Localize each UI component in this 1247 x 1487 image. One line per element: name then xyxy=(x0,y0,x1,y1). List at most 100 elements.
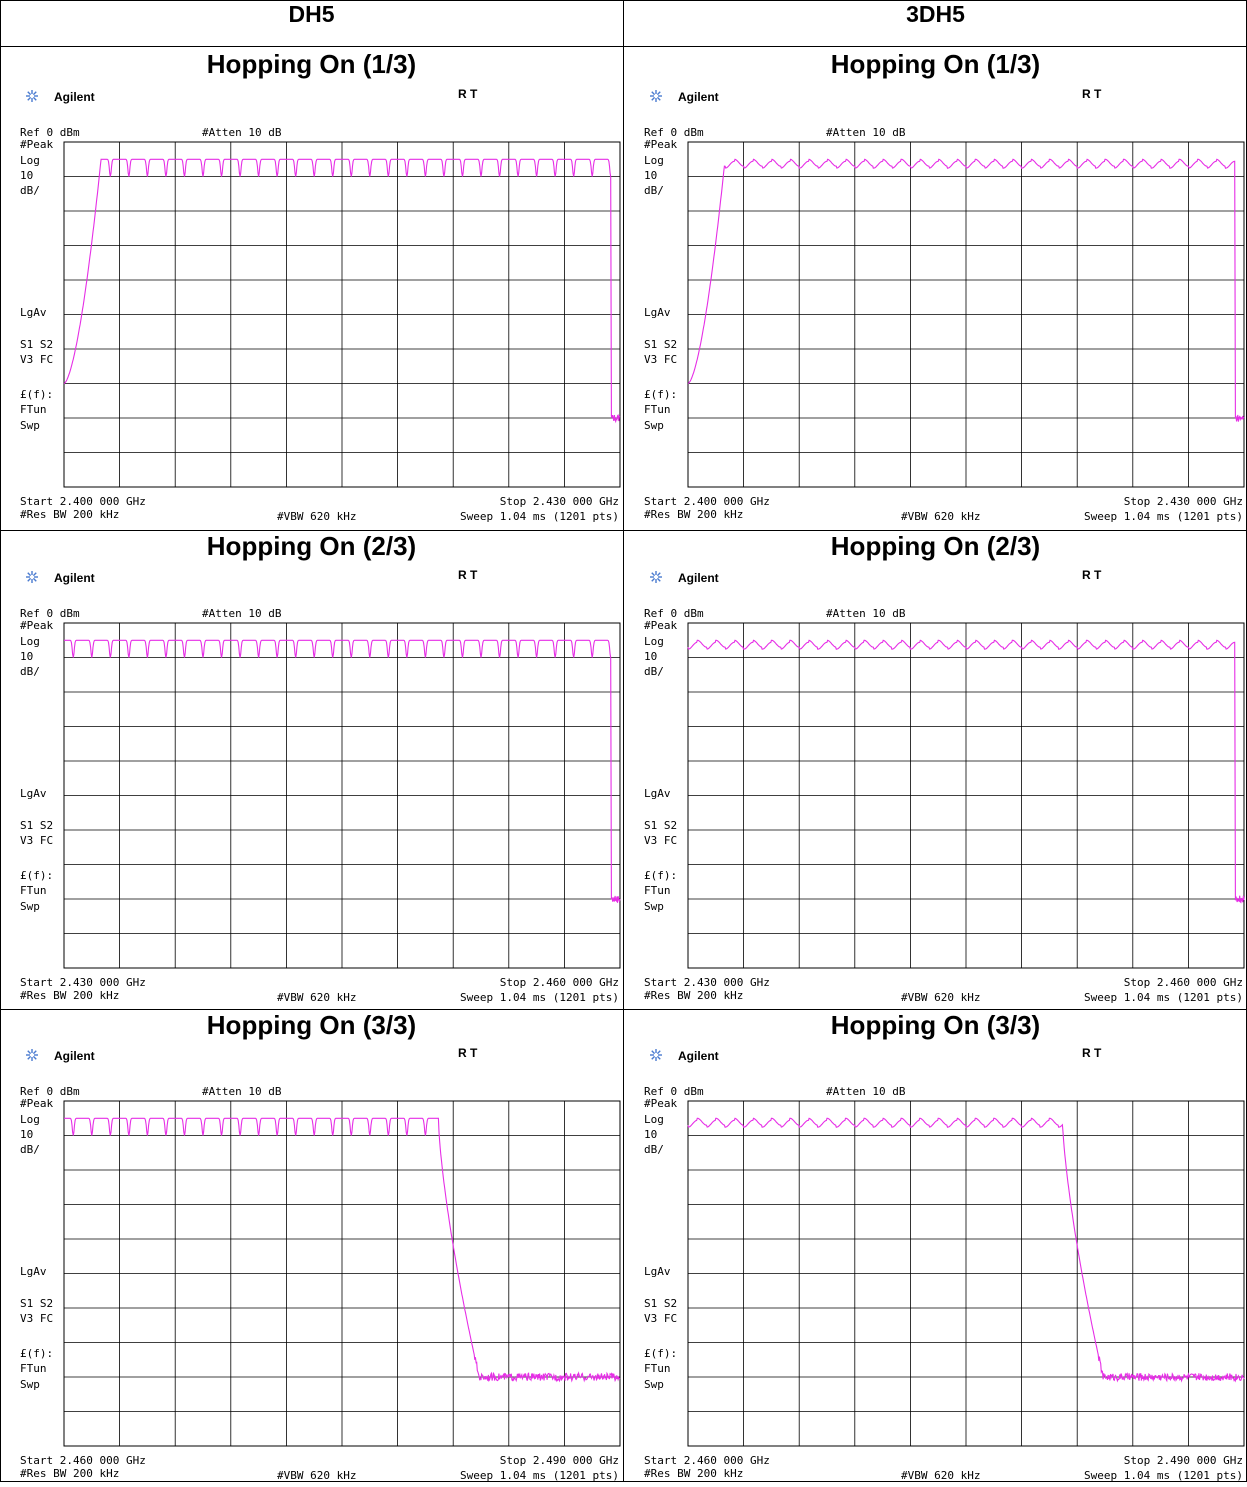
spectrum-trace xyxy=(63,158,621,424)
scale-type-label: Log xyxy=(644,635,664,648)
spectrum-plot: Agilent R T Ref 0 dBm #Atten 10 dB #Peak Log 1… xyxy=(644,87,1245,523)
analyzer-panel-3-3dh5: Agilent R T Ref 0 dBm #Atten 10 dB #Peak Log 1… xyxy=(626,1041,1245,1487)
column-header-dh5: DH5 xyxy=(288,1,335,27)
attenuation-label: #Atten 10 dB xyxy=(202,607,282,620)
video-bandwidth-label: #VBW 620 kHz xyxy=(901,991,980,1004)
s1-s2-label: S1 S2 xyxy=(644,338,677,351)
detector-label: #Peak xyxy=(20,619,53,632)
graticule xyxy=(687,622,1245,969)
row-title-3-3dh5: Hopping On (3/3) xyxy=(830,1010,1041,1040)
agilent-logo-icon xyxy=(650,90,662,102)
spectrum-trace xyxy=(687,639,1245,904)
resolution-bandwidth-label: #Res BW 200 kHz xyxy=(644,508,743,521)
spectrum-trace xyxy=(687,1117,1245,1383)
scale-type-label: Log xyxy=(644,154,664,167)
row-title-2-dh5: Hopping On (2/3) xyxy=(206,531,417,561)
detector-label: #Peak xyxy=(644,1097,677,1110)
ftun-label: FTun xyxy=(644,403,671,416)
graticule xyxy=(63,622,621,969)
column-header-3dh5: 3DH5 xyxy=(906,1,965,27)
sweep-time-label: Sweep 1.04 ms (1201 pts) xyxy=(1084,991,1243,1004)
row-title-1-dh5: Hopping On (1/3) xyxy=(206,49,417,79)
status-indicator: R T xyxy=(458,87,478,101)
ref-level-label: Ref 0 dBm xyxy=(20,607,80,620)
sweep-time-label: Sweep 1.04 ms (1201 pts) xyxy=(1084,1469,1243,1482)
agilent-logo-icon xyxy=(26,90,38,102)
scale-unit-label: dB/ xyxy=(644,1143,664,1156)
ef-label: £(f): xyxy=(20,869,53,882)
ef-label: £(f): xyxy=(644,869,677,882)
ref-level-label: Ref 0 dBm xyxy=(644,1085,704,1098)
resolution-bandwidth-label: #Res BW 200 kHz xyxy=(20,508,119,521)
resolution-bandwidth-label: #Res BW 200 kHz xyxy=(20,989,119,1002)
stop-frequency-label: Stop 2.430 000 GHz xyxy=(1124,495,1243,508)
video-bandwidth-label: #VBW 620 kHz xyxy=(901,1469,980,1482)
status-indicator: R T xyxy=(1082,568,1102,582)
status-indicator: R T xyxy=(1082,87,1102,101)
average-label: LgAv xyxy=(20,1265,47,1278)
sweep-mode-label: Swp xyxy=(20,900,40,913)
analyzer-panel-1-3dh5: Agilent R T Ref 0 dBm #Atten 10 dB #Peak Log 1… xyxy=(626,82,1245,528)
attenuation-label: #Atten 10 dB xyxy=(826,126,906,139)
brand-label: Agilent xyxy=(54,571,95,585)
analyzer-panel-1-dh5: Agilent R T Ref 0 dBm #Atten 10 dB #Peak Log 1… xyxy=(2,82,621,528)
brand-label: Agilent xyxy=(678,90,719,104)
sweep-mode-label: Swp xyxy=(644,419,664,432)
spectrum-plot: Agilent R T Ref 0 dBm #Atten 10 dB #Peak Log 1… xyxy=(644,568,1245,1004)
resolution-bandwidth-label: #Res BW 200 kHz xyxy=(644,989,743,1002)
row-title-1-3dh5: Hopping On (1/3) xyxy=(830,49,1041,79)
video-bandwidth-label: #VBW 620 kHz xyxy=(277,1469,356,1482)
sweep-mode-label: Swp xyxy=(644,1378,664,1391)
row-title-3-dh5: Hopping On (3/3) xyxy=(206,1010,417,1040)
brand-label: Agilent xyxy=(54,90,95,104)
attenuation-label: #Atten 10 dB xyxy=(202,126,282,139)
v3-fc-label: V3 FC xyxy=(644,353,677,366)
spectrum-trace xyxy=(687,158,1245,422)
ref-level-label: Ref 0 dBm xyxy=(20,1085,80,1098)
scale-type-label: Log xyxy=(644,1113,664,1126)
ef-label: £(f): xyxy=(644,388,677,401)
spectrum-plot: Agilent R T Ref 0 dBm #Atten 10 dB #Peak Log 1… xyxy=(644,1046,1245,1482)
s1-s2-label: S1 S2 xyxy=(20,338,53,351)
stop-frequency-label: Stop 2.460 000 GHz xyxy=(1124,976,1243,989)
scale-unit-label: dB/ xyxy=(644,665,664,678)
attenuation-label: #Atten 10 dB xyxy=(826,1085,906,1098)
stop-frequency-label: Stop 2.460 000 GHz xyxy=(500,976,619,989)
status-indicator: R T xyxy=(458,1046,478,1060)
ref-level-label: Ref 0 dBm xyxy=(20,126,80,139)
ef-label: £(f): xyxy=(20,388,53,401)
graticule xyxy=(687,1100,1245,1447)
sweep-mode-label: Swp xyxy=(20,419,40,432)
spectrum-trace xyxy=(64,1117,621,1383)
sweep-time-label: Sweep 1.04 ms (1201 pts) xyxy=(460,510,619,523)
scale-value-label: 10 xyxy=(644,650,657,663)
scale-unit-label: dB/ xyxy=(20,184,40,197)
v3-fc-label: V3 FC xyxy=(20,834,53,847)
ref-level-label: Ref 0 dBm xyxy=(644,126,704,139)
average-label: LgAv xyxy=(20,787,47,800)
start-frequency-label: Start 2.430 000 GHz xyxy=(20,976,146,989)
start-frequency-label: Start 2.430 000 GHz xyxy=(644,976,770,989)
agilent-logo-icon xyxy=(26,1049,38,1061)
scale-unit-label: dB/ xyxy=(644,184,664,197)
sweep-time-label: Sweep 1.04 ms (1201 pts) xyxy=(460,1469,619,1482)
brand-label: Agilent xyxy=(54,1049,95,1063)
agilent-logo-icon xyxy=(650,571,662,583)
s1-s2-label: S1 S2 xyxy=(644,819,677,832)
brand-label: Agilent xyxy=(678,571,719,585)
scale-unit-label: dB/ xyxy=(20,1143,40,1156)
average-label: LgAv xyxy=(20,306,47,319)
video-bandwidth-label: #VBW 620 kHz xyxy=(277,510,356,523)
s1-s2-label: S1 S2 xyxy=(20,819,53,832)
scale-value-label: 10 xyxy=(20,1128,33,1141)
graticule xyxy=(63,1100,621,1447)
v3-fc-label: V3 FC xyxy=(20,353,53,366)
spectrum-plot: Agilent R T Ref 0 dBm #Atten 10 dB #Peak Log 1… xyxy=(20,568,621,1004)
graticule xyxy=(687,141,1245,488)
start-frequency-label: Start 2.460 000 GHz xyxy=(20,1454,146,1467)
stop-frequency-label: Stop 2.430 000 GHz xyxy=(500,495,619,508)
spectrum-plot: Agilent R T Ref 0 dBm #Atten 10 dB #Peak Log 1… xyxy=(20,87,621,523)
video-bandwidth-label: #VBW 620 kHz xyxy=(901,510,980,523)
stop-frequency-label: Stop 2.490 000 GHz xyxy=(500,1454,619,1467)
status-indicator: R T xyxy=(458,568,478,582)
